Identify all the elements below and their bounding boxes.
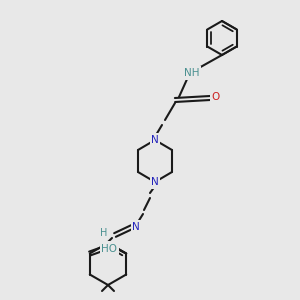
Text: N: N: [151, 135, 159, 145]
Text: N: N: [151, 177, 159, 187]
Text: N: N: [132, 222, 140, 232]
Text: NH: NH: [184, 68, 200, 78]
Text: HO: HO: [101, 244, 117, 254]
Text: O: O: [106, 242, 114, 253]
Text: H: H: [100, 228, 108, 238]
Text: O: O: [212, 92, 220, 102]
